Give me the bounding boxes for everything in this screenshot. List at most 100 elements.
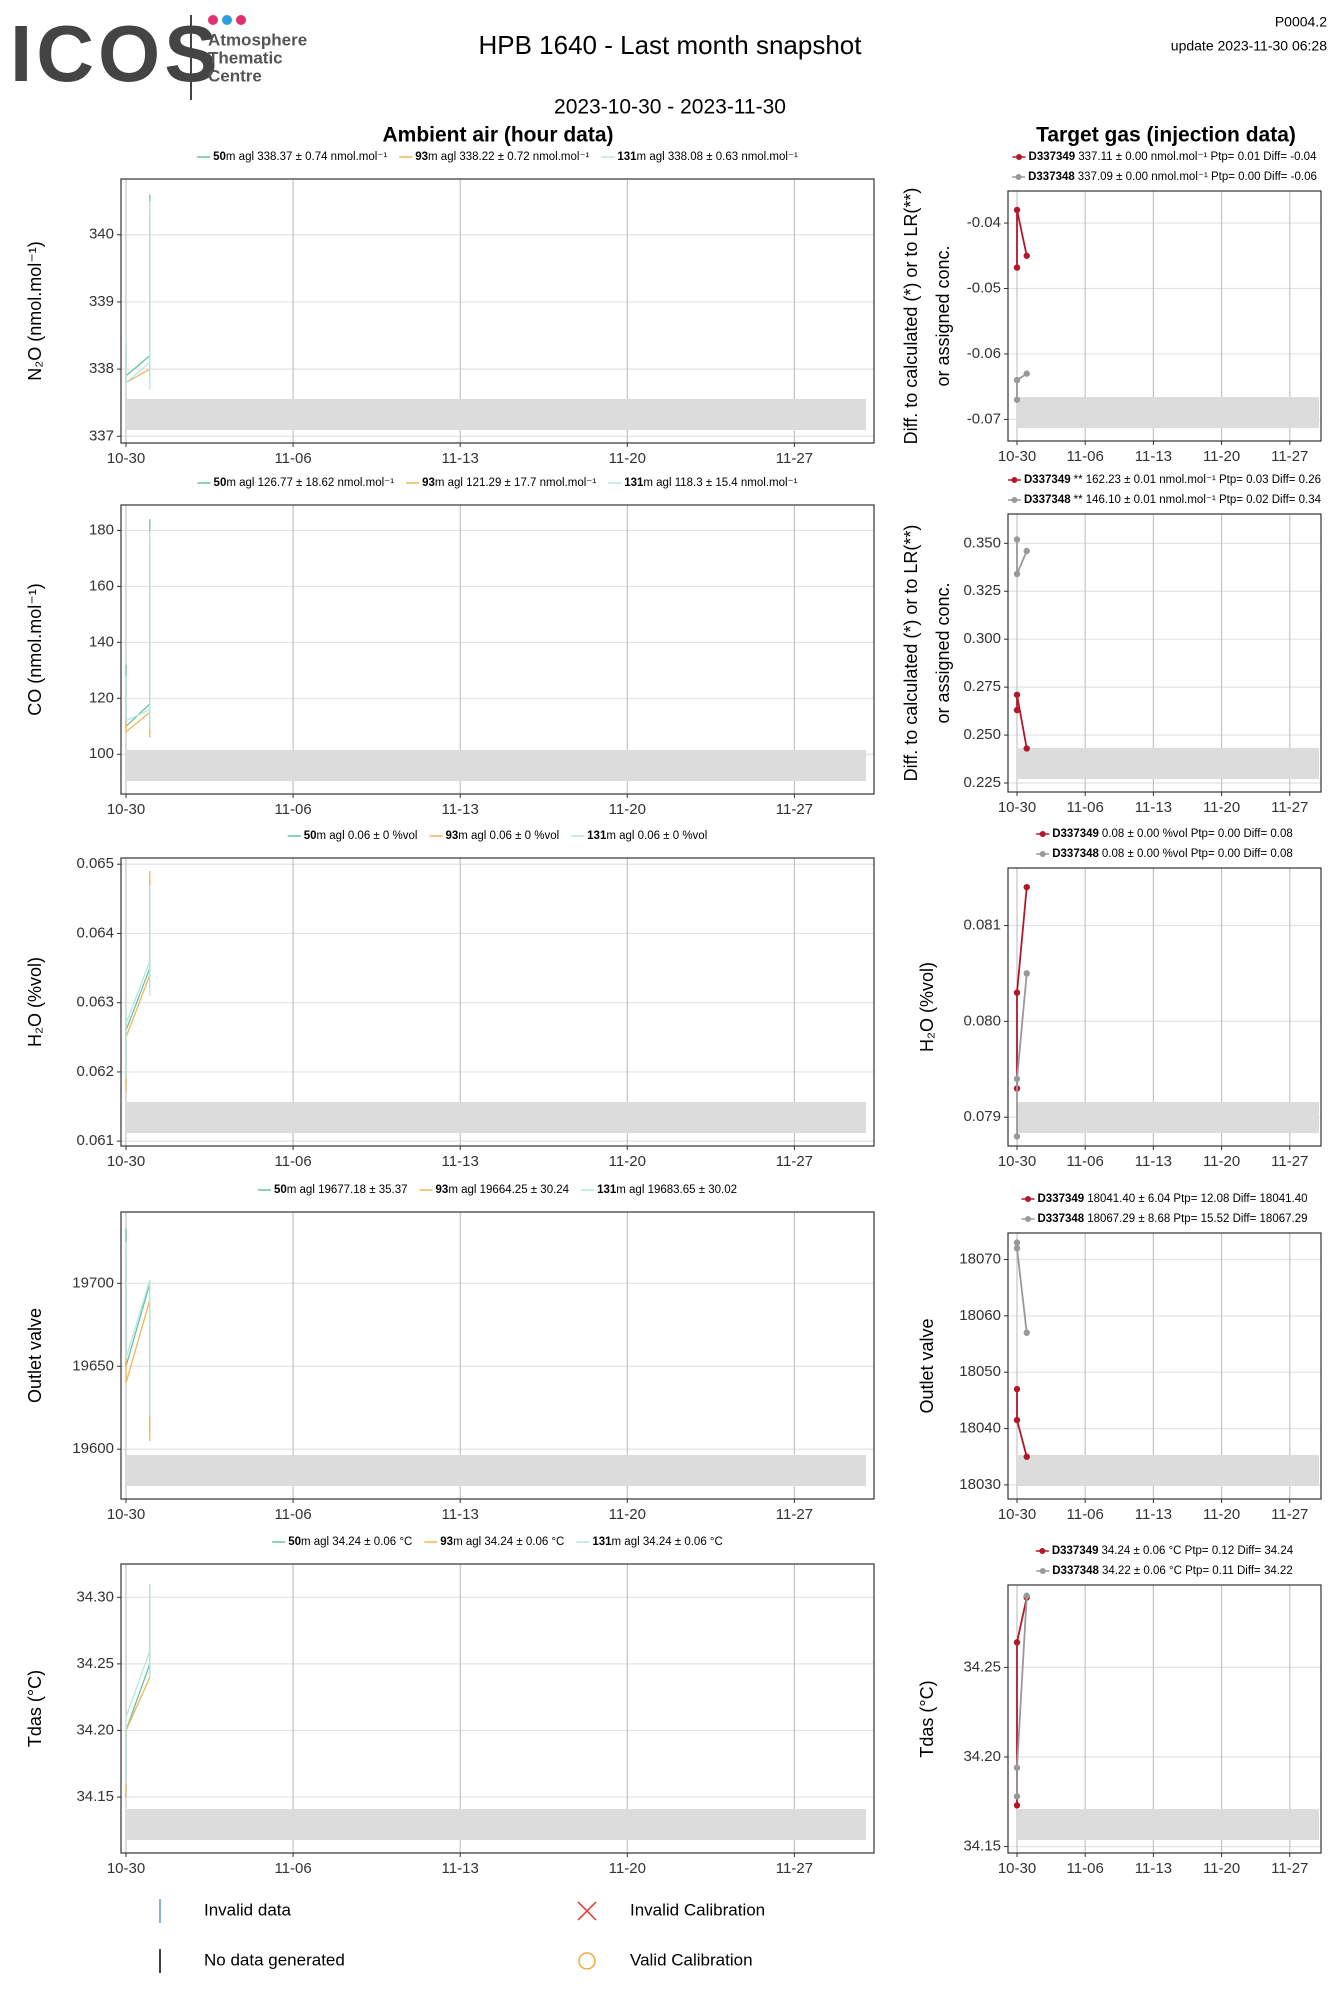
x-tick-label: 11-06	[274, 450, 311, 467]
y-tick-label: 120	[89, 689, 114, 706]
x-tick-label: 11-27	[776, 1506, 813, 1523]
series-point	[1013, 1793, 1021, 1800]
key-icon	[578, 1952, 596, 1970]
y-tick-label: 180	[89, 521, 114, 538]
x-tick-label: 11-13	[442, 1860, 479, 1877]
y-tick-label: 0.081	[963, 916, 1001, 933]
series-line	[125, 885, 151, 1079]
x-tick-label: 11-06	[274, 1153, 311, 1170]
series-point	[1013, 1764, 1021, 1771]
legend-name: 93	[440, 1536, 453, 1548]
no-data-band	[126, 1102, 866, 1133]
legend-name: 50	[304, 830, 317, 842]
plot-background	[1008, 1585, 1321, 1853]
y-tick-label: 140	[89, 633, 114, 650]
series-point	[1023, 370, 1030, 377]
legend-entry: 93m agl 338.22 ± 0.72 nmol.mol⁻¹	[415, 151, 589, 163]
x-tick-label: 10-30	[107, 450, 145, 467]
y-tick-label: 34.25	[76, 1655, 114, 1672]
series-point	[1023, 970, 1030, 977]
legend-symbol	[1011, 477, 1018, 483]
y-tick-label: 34.25	[963, 1658, 1001, 1675]
legend-label: m agl 126.77 ± 18.62 nmol.mol⁻¹	[226, 477, 394, 489]
key-icon	[577, 1901, 597, 1921]
legend-name: D337349	[1038, 1193, 1085, 1205]
no-data-band	[1017, 1455, 1319, 1486]
series-point	[1013, 376, 1021, 384]
key-label: Invalid data	[204, 1900, 291, 1919]
legend-label: 34.22 ± 0.06 °C Ptp= 0.11 Diff= 34.22	[1102, 1565, 1293, 1577]
y-tick-label: 18030	[959, 1476, 1001, 1493]
x-tick-label: 10-30	[998, 799, 1036, 816]
legend-entry: 50m agl 19677.18 ± 35.37	[274, 1184, 408, 1196]
legend-entry: 50m agl 126.77 ± 18.62 nmol.mol⁻¹	[214, 477, 395, 489]
x-tick-label: 11-27	[776, 1860, 813, 1877]
legend-entry: D337348 18067.29 ± 8.68 Ptp= 15.52 Diff= …	[1038, 1213, 1308, 1225]
legend-entry: 50m agl 34.24 ± 0.06 °C	[288, 1536, 412, 1548]
plot-background	[1008, 514, 1321, 792]
series-point	[1023, 745, 1030, 752]
plot-frame	[120, 504, 875, 795]
series-point	[1013, 264, 1021, 271]
legend-name: D337348	[1028, 171, 1075, 183]
legend-entry: 50m agl 0.06 ± 0 %vol	[304, 830, 418, 842]
y-tick-label: -0.05	[967, 279, 1001, 296]
legend-name: 131	[597, 1184, 617, 1196]
series-point	[1013, 396, 1021, 403]
legend-entry: 131m agl 338.08 ± 0.63 nmol.mol⁻¹	[617, 151, 798, 163]
y-tick-label: -0.04	[967, 214, 1001, 231]
code: P0004.2	[1275, 14, 1327, 30]
y-tick-label: 100	[89, 745, 114, 762]
legend-symbol	[1025, 1196, 1031, 1202]
legend-label: m agl 338.08 ± 0.63 nmol.mol⁻¹	[637, 151, 798, 163]
legend-entry: D337348 34.22 ± 0.06 °C Ptp= 0.11 Diff= 3…	[1052, 1565, 1292, 1577]
x-tick-label: 11-13	[1135, 1506, 1172, 1523]
x-tick-label: 11-13	[1135, 1153, 1172, 1170]
y-axis-title: Outlet valve	[25, 1308, 45, 1403]
legend-name: 50	[288, 1536, 301, 1548]
y-tick-label: 0.225	[963, 774, 1001, 791]
legend-entry: 93m agl 19664.25 ± 30.24	[436, 1184, 570, 1196]
legend-entry: 131m agl 19683.65 ± 30.02	[597, 1184, 737, 1196]
series-point	[1023, 1329, 1030, 1336]
legend-name: 93	[436, 1184, 449, 1196]
legend-entry: D337349 ** 162.23 ± 0.01 nmol.mol⁻¹ Ptp= …	[1024, 474, 1321, 486]
y-axis-title: CO (nmol.mol⁻¹)	[25, 583, 45, 716]
logo: ICOS	[10, 9, 222, 98]
key-label: Valid Calibration	[630, 1950, 753, 1969]
legend-label: m agl 34.24 ± 0.06 °C	[453, 1536, 564, 1548]
series-point	[1023, 883, 1030, 891]
plot-frame	[120, 1563, 875, 1854]
legend-label: m agl 338.37 ± 0.74 nmol.mol⁻¹	[226, 151, 387, 163]
x-tick-label: 11-06	[274, 801, 311, 818]
plot-frame	[120, 857, 875, 1147]
y-tick-label: 0.275	[963, 678, 1001, 695]
x-tick-label: 11-13	[442, 450, 479, 467]
legend-name: D337348	[1024, 494, 1071, 506]
y-tick-label: 19650	[72, 1357, 114, 1374]
y-tick-label: 0.061	[76, 1132, 114, 1149]
x-tick-label: 11-13	[1135, 448, 1172, 465]
y-tick-label: 0.062	[76, 1063, 114, 1080]
x-tick-label: 11-20	[609, 450, 646, 467]
plot-frame	[1007, 1232, 1322, 1500]
y-axis-title: H₂O (%vol)	[25, 957, 45, 1047]
plot-frame	[1007, 190, 1322, 442]
y-tick-label: 0.079	[963, 1108, 1001, 1125]
legend-label: m agl 121.29 ± 17.7 nmol.mol⁻¹	[435, 477, 596, 489]
legend-label: 18067.29 ± 8.68 Ptp= 15.52 Diff= 18067.2…	[1087, 1213, 1307, 1225]
legend-label: 0.08 ± 0.00 %vol Ptp= 0.00 Diff= 0.08	[1102, 828, 1293, 840]
legend-name: D337348	[1052, 848, 1099, 860]
no-data-band	[1017, 397, 1319, 428]
plot-background	[121, 1212, 874, 1499]
series-line	[125, 201, 151, 390]
x-tick-label: 11-13	[442, 801, 479, 818]
plot-background	[1008, 1233, 1321, 1499]
x-tick-label: 11-06	[1067, 1860, 1104, 1877]
logo-dot	[236, 15, 246, 25]
series-point	[1013, 1075, 1021, 1083]
section-title: Target gas (injection data)	[1036, 124, 1296, 147]
x-tick-label: 11-20	[1203, 448, 1240, 465]
no-data-band	[1017, 1102, 1319, 1133]
